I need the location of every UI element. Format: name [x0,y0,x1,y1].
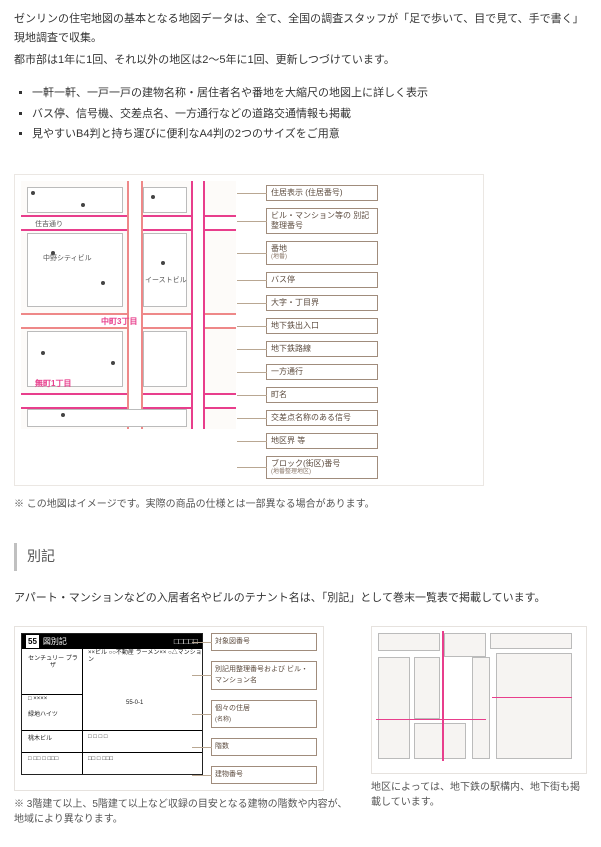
legend-item: 町名 [266,387,378,403]
legend-item: 階数 [211,738,317,756]
legend-item: 大字・丁目界 [266,295,378,311]
intro-text: ゼンリンの住宅地図の基本となる地図データは、全て、全国の調査スタッフが「足で歩い… [14,10,587,70]
left-figure-panel: 55 図別記 □□□□□ センチュリー プラザ ××ビル ○○不動産 ラーメン×… [21,633,203,775]
legend-item: 建物番号 [211,766,317,784]
left-figure-legend: 対象図番号別記用整理番号および ビル・マンション名個々の住居(名称) 階数建物番号 [203,633,317,785]
bullet-item: 見やすいB4判と持ち運びに便利なA4判の2つのサイズをご用意 [32,125,587,144]
legend-item: バス停 [266,272,378,288]
legend-item: 別記用整理番号および ビル・マンション名 [211,661,317,691]
panel-cell: ××ビル ○○不動産 ラーメン×× ○△マンション [88,650,202,664]
legend-item: ブロック(街区)番号(地番整理地区) [266,456,378,480]
legend-item: 個々の住居(名称) [211,700,317,728]
map-label-building: 中野シティビル [43,253,92,265]
feature-bullets: 一軒一軒、一戸一戸の建物名称・居住者名や番地を大縮尺の地図上に詳しく表示 バス停… [14,84,587,144]
panel-cell: 緑地ハイツ [28,712,58,719]
map-image: 住吉通り 中野シティビル イーストビル 中町3丁目 無町1丁目 [21,181,236,429]
legend-item: 地下鉄路線 [266,341,378,357]
map-note: ※ この地図はイメージです。実際の商品の仕様とは一部異なる場合があります。 [14,496,587,513]
legend-item: ビル・マンション等の 別記整理番号 [266,208,378,234]
map-label-chome: 中町3丁目 [101,315,137,329]
panel-cell: センチュリー プラザ [28,656,78,670]
legend-item: 交差点名称のある信号 [266,410,378,426]
map-label-building: イーストビル [145,275,187,287]
section-heading: 別記 [14,543,587,571]
legend-item: 地下鉄出入口 [266,318,378,334]
legend-item: 住居表示 (住居番号) [266,185,378,201]
panel-header-text: 図別記 [43,635,67,649]
legend-item: 一方通行 [266,364,378,380]
legend-item: 対象図番号 [211,633,317,651]
map-label-chome: 無町1丁目 [35,377,71,391]
left-figure: 55 図別記 □□□□□ センチュリー プラザ ××ビル ○○不動産 ラーメン×… [14,626,324,792]
intro-line-1: ゼンリンの住宅地図の基本となる地図データは、全て、全国の調査スタッフが「足で歩い… [14,10,587,47]
panel-cell: 55-0-1 [126,700,143,707]
section-intro: アパート・マンションなどの入居者名やビルのテナント名は、「別記」として巻末一覧表… [14,589,587,608]
intro-line-2: 都市部は1年に1回、それ以外の地区は2〜5年に1回、更新しつづけています。 [14,51,587,70]
map-label-street: 住吉通り [35,219,63,231]
right-figure-caption: 地区によっては、地下鉄の駅構内、地下街も掲載しています。 [371,780,587,810]
bullet-item: バス停、信号機、交差点名、一方通行などの道路交通情報も掲載 [32,105,587,124]
left-figure-caption: ※ 3階建て以上、5階建て以上など収録の目安となる建物の階数や内容が、地域により… [14,797,349,827]
bullet-item: 一軒一軒、一戸一戸の建物名称・居住者名や番地を大縮尺の地図上に詳しく表示 [32,84,587,103]
panel-cell: 桃木ビル [28,736,52,743]
main-map-figure: 住吉通り 中野シティビル イーストビル 中町3丁目 無町1丁目 住居表示 (住居… [14,174,484,486]
map-legend: 住居表示 (住居番号) ビル・マンション等の 別記整理番号番地(地番) バス停大字・… [260,181,378,479]
legend-item: 番地(地番) [266,241,378,265]
legend-item: 地区界 等 [266,433,378,449]
panel-header-num: 55 [26,635,39,649]
